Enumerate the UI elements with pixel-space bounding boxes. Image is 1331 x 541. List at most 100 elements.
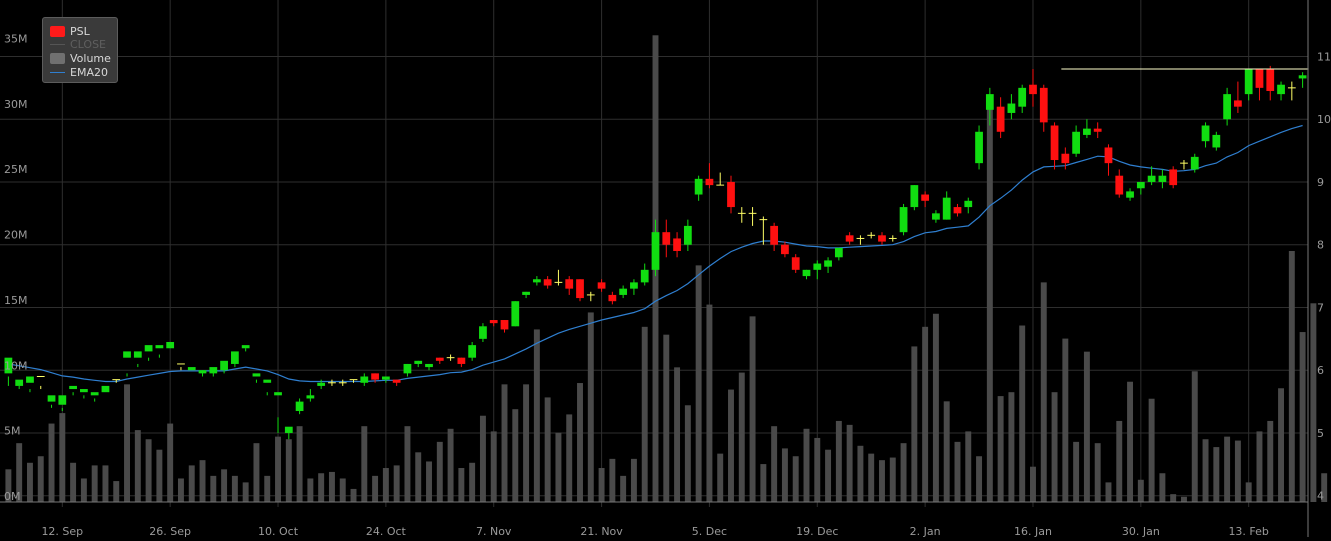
volume-bar [145,439,152,502]
candle [1277,81,1285,101]
candle [1180,160,1188,170]
candle [155,345,164,358]
volume-bar [1213,447,1220,502]
legend-item-ema20[interactable]: EMA20 [50,66,108,79]
volume-bar [231,475,238,502]
candle [144,345,153,361]
volume-bar [760,464,767,502]
candle [1212,131,1221,151]
candle-body [834,247,843,258]
candle [133,351,142,368]
price-tick-label: 6 [1317,364,1324,377]
volume-bar [749,316,756,502]
candle [716,172,725,186]
candle-body [1244,69,1253,95]
volume-bar [318,473,325,502]
candle [522,291,530,299]
candle-body [813,263,822,270]
candle-body [1126,191,1134,198]
volume-bar [1181,496,1187,502]
candle [284,426,293,440]
candle [446,354,455,361]
candle [1093,122,1102,139]
volume-bar [1310,303,1317,502]
volume-bar [167,423,174,502]
candle [274,392,282,433]
candle-body [899,207,908,233]
candle [36,376,45,390]
volume-bar [1159,473,1166,502]
volume-bars [5,35,1328,502]
candle-body [640,269,649,283]
volume-bar [1040,282,1047,502]
candle [975,125,983,170]
legend-label: CLOSE [70,38,107,51]
candle [425,363,433,371]
candle [608,291,617,305]
volume-tick-label: 35M [4,32,28,45]
candle [791,254,800,273]
candle-body [500,320,509,330]
volume-bar [566,414,573,502]
volume-bar [199,460,206,502]
candle [349,379,358,383]
candle-body [403,363,412,374]
legend-item-psl[interactable]: PSL [50,25,90,38]
candle-body [705,178,714,186]
volume-bar [674,367,681,502]
candle-body [932,213,940,220]
volume-bar [533,329,540,502]
volume-bar [663,334,670,502]
volume-bar [1127,381,1134,502]
candle [47,395,56,408]
candle [964,197,973,214]
legend-item-close[interactable]: CLOSE [50,38,106,51]
price-tick-label: 5 [1317,427,1324,440]
candle [252,373,261,383]
volume-bar [177,478,184,502]
volume-bar [80,478,87,502]
volume-bar [16,443,23,502]
volume-bar [37,456,44,502]
candle-body [1072,131,1081,154]
volume-bar [458,468,465,502]
candle-body [489,320,498,324]
candle [1201,122,1210,148]
candle [317,379,326,390]
candle-body [1115,175,1124,195]
volume-bar [350,488,357,502]
candle-body [770,225,779,245]
candle-body [565,279,574,289]
candle [295,398,304,415]
volume-bar [1116,420,1123,502]
volume-bar [490,431,497,502]
volume-bar [275,436,281,502]
candle-body [26,376,34,383]
candle-body [468,345,477,358]
volume-bar [1278,388,1285,502]
candle [586,291,595,302]
price-tick-label: 4 [1317,490,1324,503]
candle-body [1093,128,1102,132]
volume-bar [1062,338,1069,502]
candle-body [230,351,239,364]
candle-body [1234,100,1242,107]
candle [1050,122,1059,170]
candle [985,87,994,126]
candle [1223,87,1231,126]
candle-body [80,389,88,393]
candle [683,219,692,251]
candle [824,257,832,273]
candle-body [975,131,983,164]
volume-bar [134,430,141,502]
candle-body [1147,175,1156,182]
volume-bar [1170,494,1177,502]
candle [554,269,563,286]
candle-body [619,288,628,295]
volume-bar [997,396,1004,502]
volume-bar [264,475,271,502]
candle [953,203,962,217]
volume-bar [771,426,778,502]
legend-item-volume[interactable]: Volume [50,52,111,65]
volume-bar [156,449,163,502]
